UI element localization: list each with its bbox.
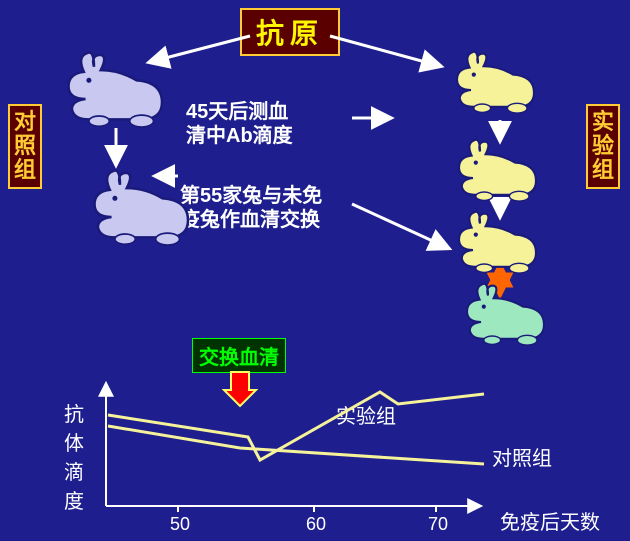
series-exp-label: 实验组 xyxy=(336,400,396,429)
exchange-serum-text: 交换血清 xyxy=(199,347,279,369)
exchange-serum-box: 交换血清 xyxy=(192,338,286,373)
step1-line2: 清中Ab滴度 xyxy=(186,124,293,148)
series-ctrl-label: 对照组 xyxy=(492,442,552,471)
tick-60: 60 xyxy=(306,514,326,535)
step2-text: 第55家兔与未免 疫兔作血清交换 xyxy=(180,184,322,232)
chart-ylabel: 抗体滴度 xyxy=(64,398,84,514)
step1-line1: 45天后测血 xyxy=(186,100,293,124)
control-group-label: 对照组 xyxy=(8,104,42,189)
step2-line1: 第55家兔与未免 xyxy=(180,184,322,208)
tick-50: 50 xyxy=(170,514,190,535)
step1-text: 45天后测血 清中Ab滴度 xyxy=(186,100,293,148)
chart-xlabel: 免疫后天数 xyxy=(500,506,600,535)
tick-70: 70 xyxy=(428,514,448,535)
experiment-group-label: 实验组 xyxy=(586,104,620,189)
antigen-box: 抗原 xyxy=(240,8,340,56)
step2-line2: 疫兔作血清交换 xyxy=(180,208,322,232)
antigen-label: 抗原 xyxy=(256,18,324,49)
